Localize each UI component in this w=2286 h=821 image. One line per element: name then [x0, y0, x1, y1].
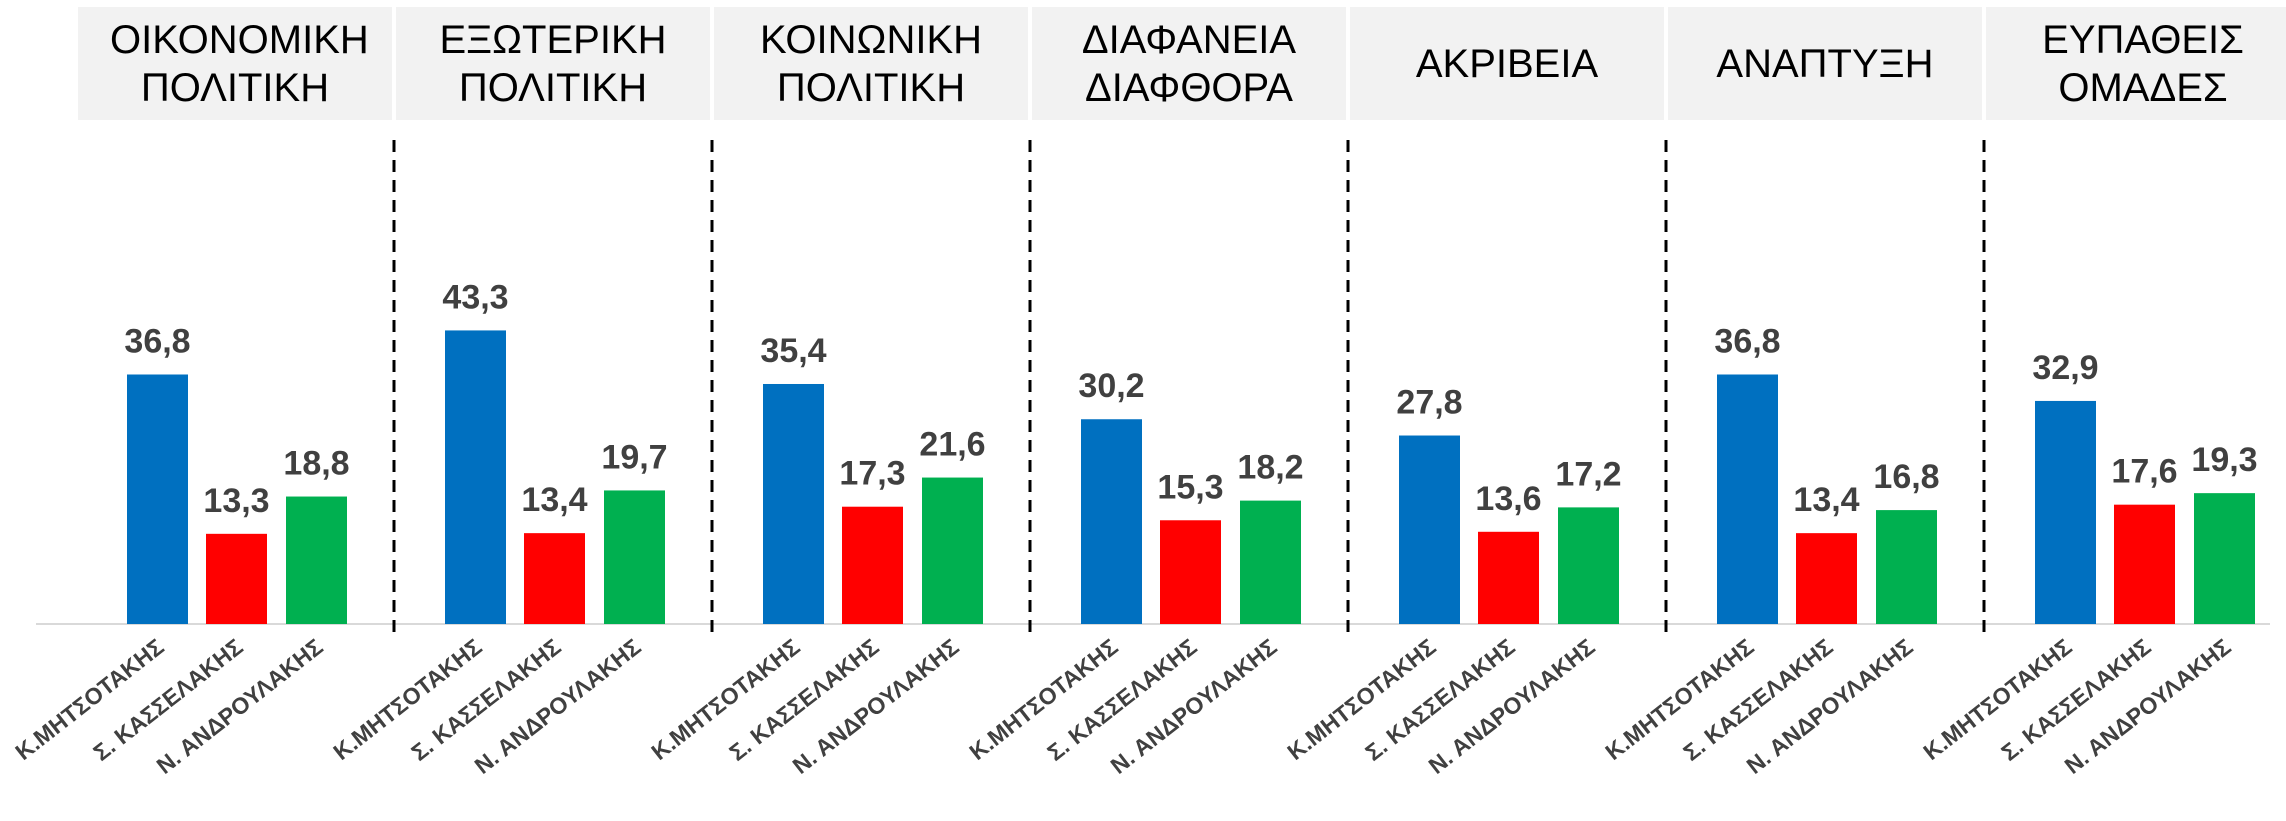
- value-label: 17,6: [2111, 453, 2177, 491]
- value-label: 35,4: [760, 332, 826, 370]
- value-label: 18,2: [1237, 449, 1303, 487]
- value-label: 17,2: [1555, 455, 1621, 493]
- bar: [604, 490, 665, 624]
- bar: [206, 533, 267, 624]
- bar: [1796, 533, 1857, 624]
- group-header: ΟΙΚΟΝΟΜΙΚΗ ΠΟΛΙΤΙΚΗ: [78, 7, 392, 120]
- bar: [922, 477, 983, 624]
- bar: [763, 383, 824, 624]
- value-label: 32,9: [2032, 349, 2098, 387]
- bar: [286, 496, 347, 624]
- bar: [1081, 419, 1142, 624]
- value-label: 18,8: [283, 445, 349, 483]
- bar: [1240, 500, 1301, 624]
- bar: [2114, 504, 2175, 624]
- value-label: 13,4: [1793, 481, 1859, 519]
- group-title: ΑΚΡΙΒΕΙΑ: [1415, 41, 1599, 86]
- value-label: 13,3: [203, 482, 269, 520]
- value-label: 16,8: [1873, 458, 1939, 496]
- group-title: ΔΙΑΦΑΝΕΙΑ ΔΙΑΦΘΟΡΑ: [1081, 17, 1297, 110]
- value-label: 43,3: [442, 278, 508, 316]
- bar: [1160, 520, 1221, 624]
- bar: [1478, 531, 1539, 624]
- value-label: 17,3: [839, 455, 905, 493]
- group-title: ΑΝΑΠΤΥΞΗ: [1716, 41, 1934, 86]
- group-title: ΕΥΠΑΘΕΙΣ ΟΜΑΔΕΣ: [2042, 17, 2244, 110]
- group-header: ΑΚΡΙΒΕΙΑ: [1350, 7, 1664, 120]
- value-label: 36,8: [124, 322, 190, 360]
- value-label: 36,8: [1714, 322, 1780, 360]
- bar: [2035, 400, 2096, 624]
- bar: [445, 330, 506, 624]
- group-title: ΟΙΚΟΝΟΜΙΚΗ ΠΟΛΙΤΙΚΗ: [110, 17, 369, 110]
- group-header: ΕΥΠΑΘΕΙΣ ΟΜΑΔΕΣ: [1986, 7, 2286, 120]
- bar: [1717, 374, 1778, 624]
- value-label: 15,3: [1157, 468, 1223, 506]
- value-label: 30,2: [1078, 367, 1144, 405]
- bar: [127, 374, 188, 624]
- bar: [1876, 510, 1937, 624]
- bar: [1558, 507, 1619, 624]
- bar: [2194, 493, 2255, 624]
- group-title: ΚΟΙΝΩΝΙΚΗ ΠΟΛΙΤΙΚΗ: [759, 17, 983, 110]
- value-label: 13,4: [521, 481, 587, 519]
- value-label: 27,8: [1396, 384, 1462, 422]
- value-label: 19,3: [2191, 441, 2257, 479]
- bar: [524, 533, 585, 624]
- group-header: ΕΞΩΤΕΡΙΚΗ ΠΟΛΙΤΙΚΗ: [396, 7, 710, 120]
- bar: [1399, 435, 1460, 624]
- group-title: ΕΞΩΤΕΡΙΚΗ ΠΟΛΙΤΙΚΗ: [439, 17, 667, 110]
- value-label: 21,6: [919, 426, 985, 464]
- value-label: 19,7: [601, 438, 667, 476]
- group-header: ΑΝΑΠΤΥΞΗ: [1668, 7, 1982, 120]
- group-header: ΔΙΑΦΑΝΕΙΑ ΔΙΑΦΘΟΡΑ: [1032, 7, 1346, 120]
- bar: [842, 506, 903, 624]
- value-label: 13,6: [1475, 480, 1541, 518]
- group-header: ΚΟΙΝΩΝΙΚΗ ΠΟΛΙΤΙΚΗ: [714, 7, 1028, 120]
